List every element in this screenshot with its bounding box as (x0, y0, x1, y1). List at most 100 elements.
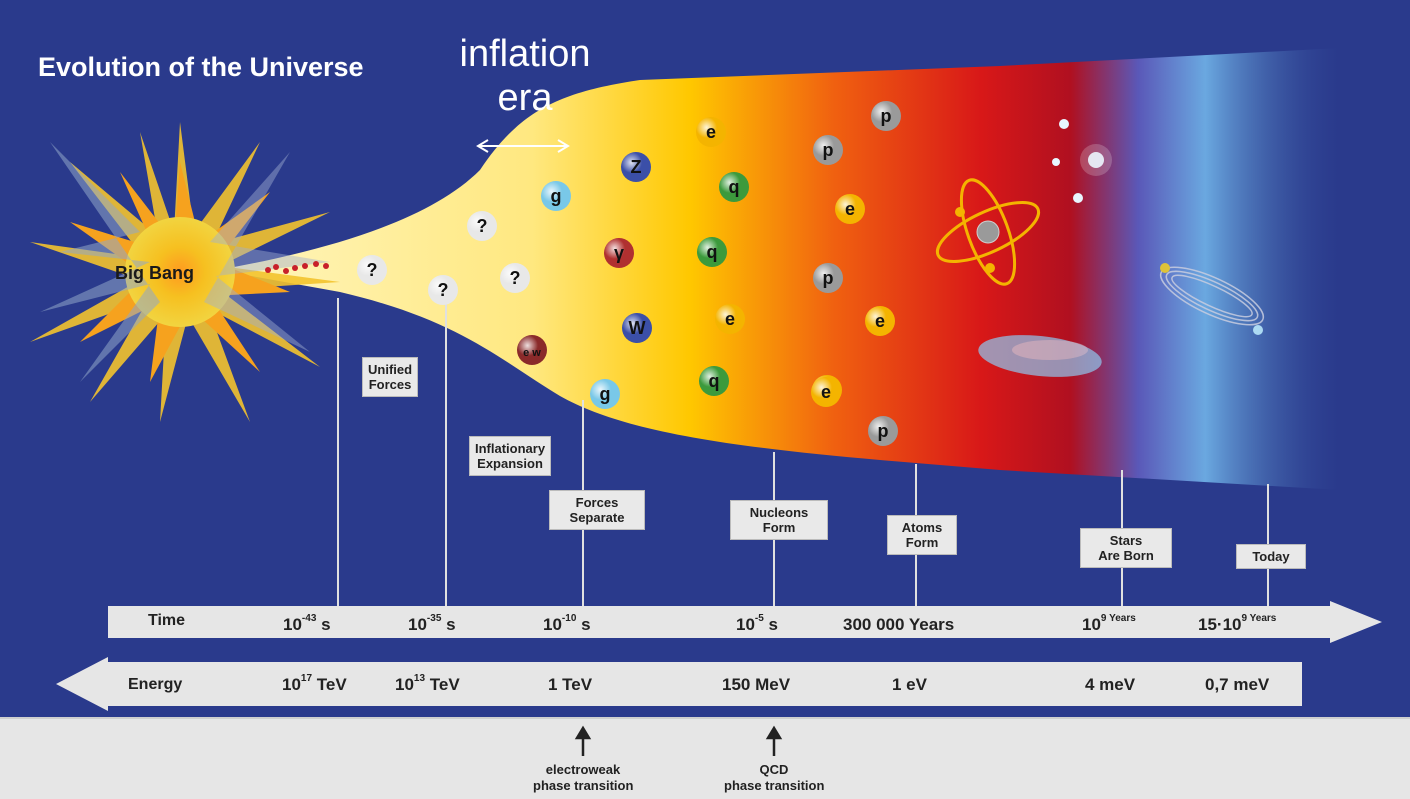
particle-symbol: p (823, 268, 834, 288)
time-tick-unit: s (441, 615, 456, 634)
particle-e: e (865, 306, 895, 336)
particle-symbol: γ (614, 243, 624, 263)
energy-tick-unit: TeV (425, 675, 460, 694)
qcd-phase-transition: QCD phase transition (724, 762, 824, 794)
particle-symbol: ? (510, 268, 521, 288)
particles-layer: ????gge wZγWeeeqqqppppeee (357, 101, 901, 446)
particle-symbol: e (875, 311, 885, 331)
time-tick-label: 109 Years (1082, 613, 1136, 635)
inflation-arrow (476, 139, 570, 153)
particle-g: g (590, 379, 620, 409)
time-tick-exponent: -43 (301, 613, 317, 625)
milestone-unified-forces: Unified Forces (362, 357, 419, 397)
phase-text: QCD (759, 762, 789, 777)
time-tick-label: 10-43 s (283, 613, 331, 635)
particle-Z: Z (621, 152, 651, 182)
energy-tick-base: 1 TeV (548, 675, 593, 694)
time-tick-exponent: -10 (561, 613, 577, 625)
energy-tick-base: 150 MeV (722, 675, 791, 694)
particle-symbol: e (845, 199, 855, 219)
time-axis-label: Time (148, 612, 186, 629)
time-tick-exponent: -5 (754, 613, 764, 625)
milestone-nucleons-form: Nucleons Form (730, 500, 828, 540)
particle-symbol: q (707, 242, 718, 262)
energy-tick-base: 10 (282, 675, 301, 694)
particle-symbol: ? (477, 216, 488, 236)
time-tick-exponent: 9 Years (1100, 613, 1136, 625)
particle-q: q (697, 237, 727, 267)
energy-tick-label: 1 TeV (548, 675, 592, 695)
time-tick-unit: s (316, 615, 331, 634)
expansion-funnel (218, 48, 1340, 490)
milestone-text: Unified (368, 362, 413, 377)
milestone-text: Atoms (901, 520, 943, 535)
particle-e: e (696, 117, 726, 147)
phase-text: phase transition (533, 778, 634, 793)
time-tick-unit: Years (904, 615, 955, 634)
phase-text: phase transition (724, 778, 825, 793)
milestone-text: Form (762, 520, 796, 535)
time-tick-base: 10 (736, 615, 755, 634)
particle-p: p (813, 135, 843, 165)
inflation-label-line: inflation (459, 33, 591, 75)
milestone-text: Expansion (477, 456, 543, 471)
milestone-text: Forces (368, 377, 412, 392)
energy-tick-base: 0,7 meV (1205, 675, 1270, 694)
plasma-squiggles (265, 261, 329, 274)
milestone-atoms-form: Atoms Form (887, 515, 957, 555)
milestone-stars-are-born: Stars Are Born (1080, 528, 1172, 568)
energy-tick-base: 4 meV (1085, 675, 1136, 694)
particle-symbol: Z (631, 157, 642, 177)
energy-axis-label: Energy (128, 676, 183, 693)
time-tick-exponent: 9 Years (1241, 613, 1277, 625)
time-tick-base: 10 (283, 615, 302, 634)
particle-ew: e w (517, 335, 547, 365)
diagram-title: Evolution of the Universe (38, 52, 364, 82)
phase-text: electroweak (545, 762, 621, 777)
particle-unknown: ? (428, 275, 458, 305)
time-tick-label: 10-5 s (736, 613, 779, 635)
particle-e: e (835, 194, 865, 224)
particle-symbol: e (821, 382, 831, 402)
time-tick-unit: s (763, 615, 779, 634)
milestone-text: Forces (575, 495, 619, 510)
particle-symbol: e (706, 122, 716, 142)
time-tick-label: 10-10 s (543, 613, 591, 635)
time-tick-base: 10 (1082, 615, 1101, 634)
particle-W: W (622, 313, 652, 343)
inflation-label-line: era (497, 77, 553, 119)
time-tick-label: 15·109 Years (1198, 613, 1277, 635)
particle-symbol: e (725, 309, 735, 329)
energy-axis-arrow (56, 657, 1302, 711)
bottom-band (0, 718, 1410, 799)
milestone-text: Inflationary (475, 441, 546, 456)
energy-tick-label: 4 meV (1085, 675, 1135, 695)
milestone-text: Separate (569, 510, 625, 525)
particle-e: e (715, 304, 745, 334)
energy-tick-unit: TeV (312, 675, 347, 694)
particle-symbol: p (823, 140, 834, 160)
atom-illustration (935, 178, 1041, 286)
particle-unknown: ? (500, 263, 530, 293)
milestone-inflationary-expansion: Inflationary Expansion (469, 436, 552, 476)
milestone-text: Are Born (1098, 548, 1154, 563)
particle-p: p (868, 416, 898, 446)
energy-tick-label: 0,7 meV (1205, 675, 1269, 695)
milestone-today: Today (1236, 544, 1306, 569)
time-tick-label: 10-35 s (408, 613, 456, 635)
milestone-forces-separate: Forces Separate (549, 490, 645, 530)
energy-tick-label: 1 eV (892, 675, 927, 695)
time-tick-unit: s (576, 615, 591, 634)
particle-q: q (699, 366, 729, 396)
galaxy-illustration (1159, 263, 1265, 335)
particle-p: p (871, 101, 901, 131)
time-tick-exponent: -35 (426, 613, 442, 625)
big-bang-explosion (30, 122, 340, 422)
particle-symbol: p (881, 106, 892, 126)
particle-symbol: ? (367, 260, 378, 280)
energy-tick-exponent: 17 (300, 673, 313, 685)
time-axis-arrow (108, 601, 1382, 643)
energy-tick-exponent: 13 (413, 673, 426, 685)
particle-symbol: e w (523, 347, 541, 359)
